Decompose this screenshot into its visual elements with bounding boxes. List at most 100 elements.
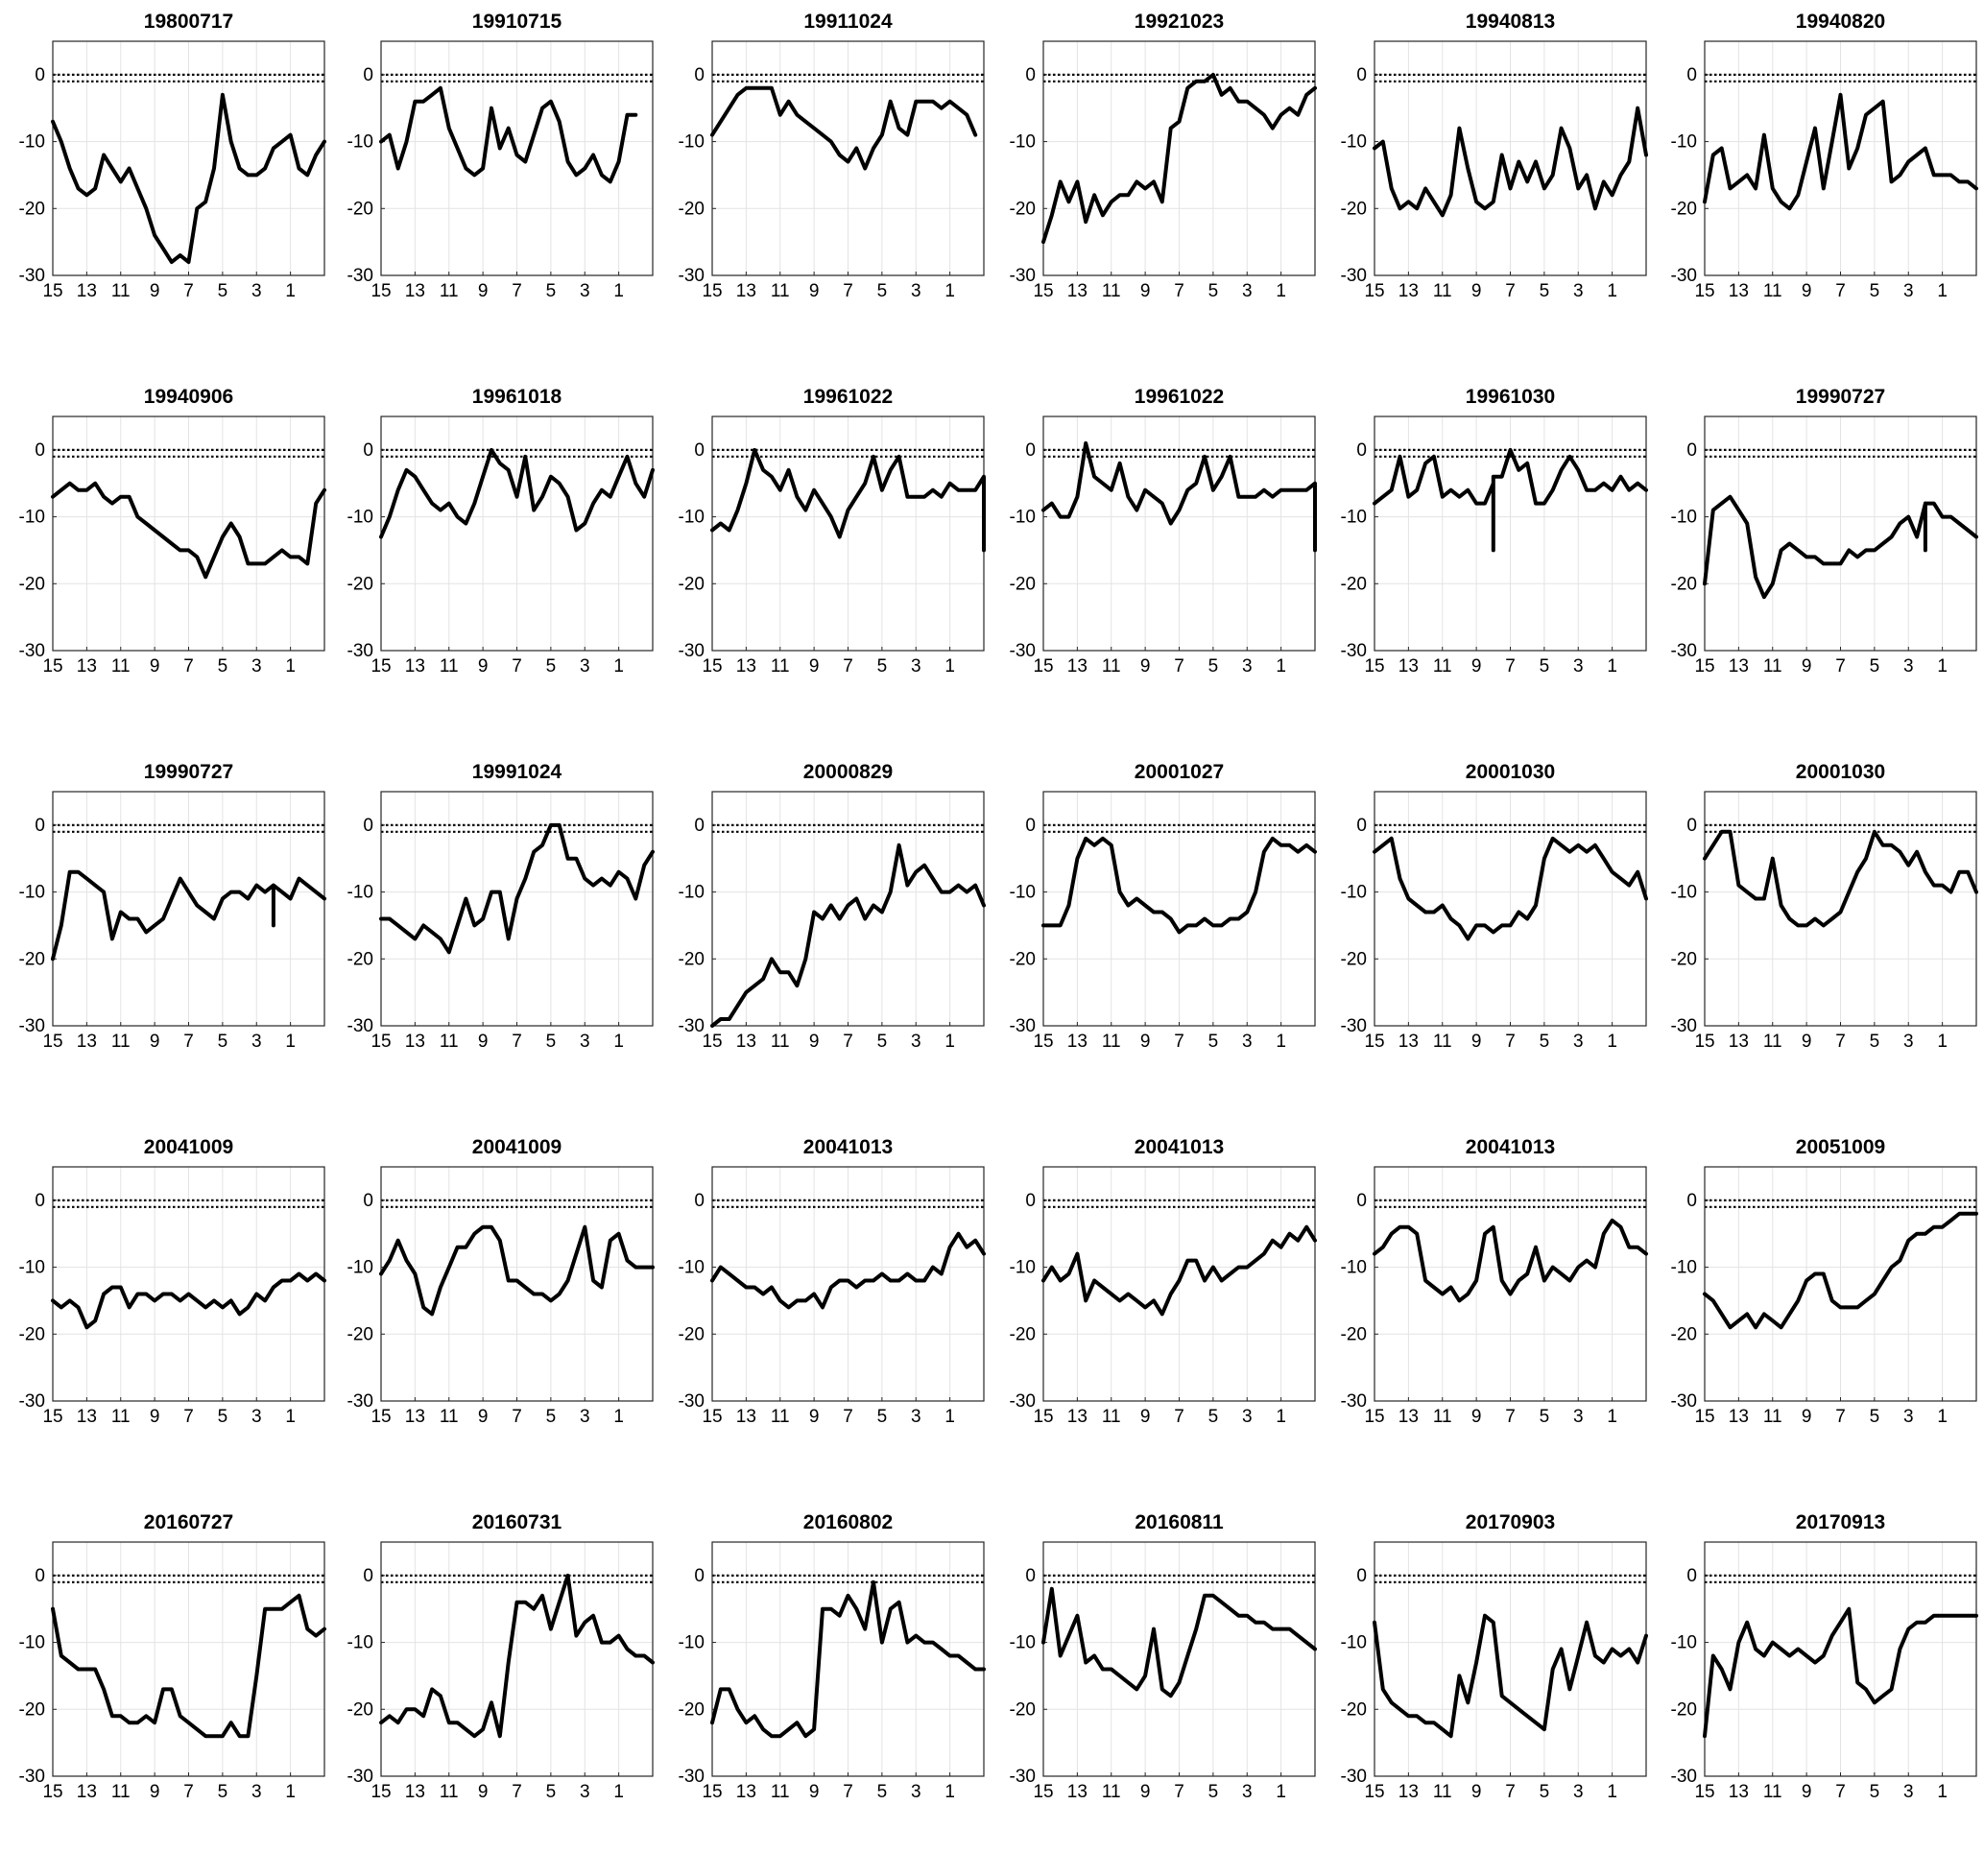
x-tick-label: 9 [478, 656, 489, 677]
y-tick-label: 0 [1025, 440, 1036, 461]
y-tick-label: -20 [347, 949, 373, 969]
plot-area: 19940820 15 13 11 9 7 5 3 1 0 -10 -20 -30 [1671, 11, 1978, 301]
x-tick-label: 1 [1276, 1032, 1286, 1052]
subplot-svg: 20160727 15 13 11 9 7 5 3 1 0 -10 -20 -30 [19, 1511, 326, 1802]
x-tick-label: 11 [440, 1032, 459, 1052]
x-tick-label: 1 [285, 281, 296, 301]
x-tick-label: 13 [1398, 1407, 1419, 1427]
x-tick-label: 9 [1140, 1407, 1151, 1427]
plot-area: 19940906 15 13 11 9 7 5 3 1 0 -10 -20 -30 [19, 386, 326, 677]
x-tick-label: 7 [1835, 656, 1846, 677]
x-tick-label: 3 [1903, 281, 1914, 301]
x-tick-label: 1 [1276, 1782, 1286, 1802]
x-tick-label: 13 [77, 1407, 97, 1427]
x-tick-label: 15 [1364, 1407, 1384, 1427]
x-tick-label: 1 [944, 1407, 955, 1427]
x-tick-label: 13 [405, 1782, 425, 1802]
subplot-svg: 20041009 15 13 11 9 7 5 3 1 0 -10 -20 -30 [347, 1136, 655, 1427]
x-tick-label: 11 [771, 1782, 790, 1802]
x-tick-label: 15 [702, 281, 722, 301]
x-tick-label: 5 [546, 656, 557, 677]
subplot-title: 19940820 [1796, 11, 1885, 33]
subplot-title: 20041009 [144, 1136, 233, 1158]
x-tick-label: 15 [371, 656, 391, 677]
y-tick-label: -30 [679, 1016, 705, 1036]
y-tick-label: 0 [694, 1566, 705, 1586]
series-line [379, 1224, 655, 1317]
y-tick-label: -20 [1010, 949, 1036, 969]
series-line [1373, 106, 1648, 218]
y-tick-label: 0 [35, 1566, 45, 1586]
y-tick-label: -10 [347, 1633, 373, 1653]
subplot-panel: 19961022 15 13 11 9 7 5 3 1 0 -10 -20 -30 [991, 375, 1317, 750]
x-tick-label: 1 [944, 656, 955, 677]
y-tick-label: -20 [679, 1699, 705, 1720]
y-tick-label: -20 [19, 574, 45, 594]
x-tick-label: 9 [809, 1407, 820, 1427]
subplot-panel: 19990727 15 13 11 9 7 5 3 1 0 -10 -20 -30 [0, 750, 326, 1126]
y-tick-label: -10 [1341, 883, 1367, 903]
x-tick-label: 5 [1540, 1782, 1550, 1802]
x-tick-label: 13 [405, 656, 425, 677]
plot-area: 19961030 15 13 11 9 7 5 3 1 0 -10 -20 -30 [1341, 386, 1648, 677]
x-tick-label: 15 [42, 656, 62, 677]
x-tick-label: 7 [1174, 1032, 1184, 1052]
series-line [710, 85, 978, 171]
subplot-svg: 20001030 15 13 11 9 7 5 3 1 0 -10 -20 -30 [1671, 761, 1978, 1052]
y-tick-label: -30 [1341, 266, 1367, 286]
x-tick-label: 9 [809, 281, 820, 301]
y-tick-label: -30 [1341, 1391, 1367, 1412]
x-tick-label: 13 [736, 1032, 756, 1052]
subplot-panel: 20160727 15 13 11 9 7 5 3 1 0 -10 -20 -30 [0, 1501, 326, 1876]
x-tick-label: 11 [111, 281, 131, 301]
y-tick-label: -30 [347, 1391, 373, 1412]
x-tick-label: 1 [1607, 281, 1617, 301]
subplot-title: 20041013 [1135, 1136, 1224, 1158]
y-tick-label: -30 [1671, 1391, 1697, 1412]
x-tick-label: 7 [1174, 1407, 1184, 1427]
x-tick-label: 11 [440, 1407, 459, 1427]
x-tick-label: 13 [1067, 281, 1088, 301]
y-tick-label: -20 [19, 1699, 45, 1720]
y-tick-label: 0 [694, 440, 705, 461]
x-tick-label: 7 [1505, 1782, 1516, 1802]
subplot-panel: 20041009 15 13 11 9 7 5 3 1 0 -10 -20 -30 [0, 1126, 326, 1501]
y-tick-label: 0 [1025, 816, 1036, 836]
x-tick-label: 7 [1174, 1782, 1184, 1802]
subplot-title: 19961022 [803, 386, 893, 408]
y-tick-label: -10 [19, 1258, 45, 1278]
y-tick-label: -30 [1341, 1016, 1367, 1036]
subplot-title: 19991024 [472, 761, 562, 783]
y-tick-label: -30 [1010, 266, 1036, 286]
x-tick-label: 13 [1398, 1032, 1419, 1052]
x-tick-label: 13 [1067, 656, 1088, 677]
series-line [1041, 72, 1317, 245]
y-tick-label: 0 [35, 440, 45, 461]
x-tick-label: 11 [1433, 1032, 1452, 1052]
subplot-svg: 20041009 15 13 11 9 7 5 3 1 0 -10 -20 -30 [19, 1136, 326, 1427]
x-tick-label: 13 [736, 1407, 756, 1427]
x-tick-label: 13 [1067, 1032, 1088, 1052]
plot-area: 20041009 15 13 11 9 7 5 3 1 0 -10 -20 -30 [19, 1136, 326, 1427]
subplot-panel: 19800717 15 13 11 9 7 5 3 1 0 -10 -20 -30 [0, 0, 326, 375]
x-tick-label: 9 [1471, 1032, 1482, 1052]
x-tick-label: 3 [1242, 656, 1253, 677]
y-tick-label: -10 [1341, 1258, 1367, 1278]
x-tick-label: 1 [1937, 281, 1948, 301]
x-tick-label: 13 [1729, 656, 1749, 677]
x-tick-label: 9 [1471, 656, 1482, 677]
y-tick-label: -30 [19, 1767, 45, 1787]
y-tick-label: -30 [1010, 1767, 1036, 1787]
x-tick-label: 3 [580, 1032, 590, 1052]
subplot-title: 19921023 [1135, 11, 1224, 33]
subplot-title: 19990727 [144, 761, 233, 783]
y-tick-label: -10 [1671, 1633, 1697, 1653]
series-line [51, 869, 326, 962]
x-tick-label: 11 [1102, 1407, 1121, 1427]
y-tick-label: 0 [1356, 1566, 1367, 1586]
y-tick-label: -20 [1341, 949, 1367, 969]
x-tick-label: 15 [371, 1782, 391, 1802]
series-line [1041, 836, 1317, 935]
y-tick-label: 0 [1686, 816, 1697, 836]
subplot-panel: 19961018 15 13 11 9 7 5 3 1 0 -10 -20 -30 [328, 375, 655, 750]
